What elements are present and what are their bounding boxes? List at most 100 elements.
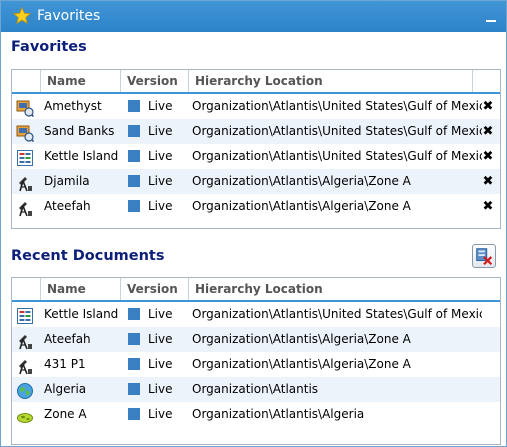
row-name[interactable]: Zone A (44, 407, 87, 421)
version-label: Live (148, 199, 173, 213)
table-row[interactable]: Zone A Live Organization\Atlantis\Algeria (12, 402, 500, 427)
icon-column-header[interactable] (12, 70, 40, 92)
recent-documents-heading: Recent Documents (11, 248, 165, 264)
row-hierarchy-location: Organization\Atlantis\United States\Gulf… (192, 307, 482, 321)
version-status-icon (128, 175, 140, 187)
table-row[interactable]: Ateefah Live Organization\Atlantis\Algeria… (12, 194, 500, 219)
table-row[interactable]: 431 P1 Live Organization\Atlantis\Algeria\… (12, 352, 500, 377)
row-hierarchy-location: Organization\Atlantis\Algeria\Zone A (192, 199, 411, 213)
clear-recent-button[interactable] (472, 244, 496, 268)
oil-rig-icon (16, 357, 34, 375)
row-icon-cell (16, 119, 38, 144)
row-name[interactable]: Sand Banks (44, 124, 115, 138)
row-icon-cell (16, 169, 38, 194)
table-row[interactable]: Kettle Island Live Organization\Atlantis\U… (12, 144, 500, 169)
version-status-icon (128, 333, 140, 345)
remove-column-header (472, 70, 500, 92)
remove-favorite-button[interactable]: ✖ (482, 99, 494, 114)
row-hierarchy-location: Organization\Atlantis (192, 382, 319, 396)
row-name[interactable]: 431 P1 (44, 357, 86, 371)
row-version: Live (126, 119, 196, 144)
remove-favorite-button[interactable]: ✖ (482, 174, 494, 189)
location-column-header[interactable]: Hierarchy Location (188, 278, 500, 300)
remove-favorite-button[interactable]: ✖ (482, 199, 494, 214)
row-name[interactable]: Amethyst (44, 99, 102, 113)
row-name[interactable]: Algeria (44, 382, 87, 396)
icon-column-header[interactable] (12, 278, 40, 300)
oil-rig-icon (16, 332, 34, 350)
window-titlebar: Favorites (1, 1, 506, 32)
name-column-header[interactable]: Name (40, 278, 120, 300)
row-icon-cell (16, 302, 38, 327)
table-row[interactable]: Sand Banks Live Organization\Atlantis\Unit… (12, 119, 500, 144)
star-icon (13, 7, 31, 25)
row-icon-cell (16, 194, 38, 219)
row-name[interactable]: Kettle Island (44, 149, 119, 163)
row-version: Live (126, 194, 196, 219)
version-label: Live (148, 99, 173, 113)
table-row[interactable]: Amethyst Live Organization\Atlantis\United… (12, 94, 500, 119)
table-row[interactable]: Djamila Live Organization\Atlantis\Algeria… (12, 169, 500, 194)
row-version: Live (126, 402, 196, 427)
row-hierarchy-location: Organization\Atlantis\United States\Gulf… (192, 99, 482, 113)
favorites-heading: Favorites (11, 39, 87, 55)
version-label: Live (148, 332, 173, 346)
version-column-header[interactable]: Version (120, 278, 188, 300)
row-version: Live (126, 94, 196, 119)
document-list-icon (16, 149, 34, 167)
window-title: Favorites (37, 8, 101, 24)
minimize-button[interactable] (484, 9, 498, 23)
row-icon-cell (16, 377, 38, 402)
row-name[interactable]: Ateefah (44, 332, 91, 346)
row-icon-cell (16, 402, 38, 427)
row-name[interactable]: Kettle Island (44, 307, 119, 321)
row-hierarchy-location: Organization\Atlantis\United States\Gulf… (192, 124, 482, 138)
recent-documents-table: Name Version Hierarchy Location Kettle I… (11, 277, 501, 445)
version-status-icon (128, 383, 140, 395)
row-name[interactable]: Djamila (44, 174, 90, 188)
version-label: Live (148, 307, 173, 321)
row-version: Live (126, 144, 196, 169)
row-hierarchy-location: Organization\Atlantis\Algeria\Zone A (192, 174, 411, 188)
row-version: Live (126, 352, 196, 377)
version-label: Live (148, 149, 173, 163)
version-label: Live (148, 357, 173, 371)
row-hierarchy-location: Organization\Atlantis\Algeria (192, 407, 365, 421)
remove-favorite-button[interactable]: ✖ (482, 124, 494, 139)
version-status-icon (128, 408, 140, 420)
favorites-table: Name Version Hierarchy Location Amethyst… (11, 69, 501, 229)
table-row[interactable]: Kettle Island Live Organization\Atlantis\U… (12, 302, 500, 327)
version-label: Live (148, 382, 173, 396)
version-status-icon (128, 200, 140, 212)
oil-rig-icon (16, 174, 34, 192)
row-version: Live (126, 302, 196, 327)
version-status-icon (128, 308, 140, 320)
version-label: Live (148, 407, 173, 421)
globe-icon (16, 382, 34, 400)
recent-table-body: Kettle Island Live Organization\Atlantis\U… (12, 302, 500, 427)
row-icon-cell (16, 94, 38, 119)
row-version: Live (126, 327, 196, 352)
favorites-table-body: Amethyst Live Organization\Atlantis\United… (12, 94, 500, 219)
version-status-icon (128, 358, 140, 370)
version-status-icon (128, 100, 140, 112)
document-list-icon (16, 307, 34, 325)
favorites-table-header: Name Version Hierarchy Location (12, 70, 500, 94)
version-label: Live (148, 174, 173, 188)
sample-box-icon (16, 99, 35, 118)
version-status-icon (128, 150, 140, 162)
oil-rig-icon (16, 199, 34, 217)
row-hierarchy-location: Organization\Atlantis\United States\Gulf… (192, 149, 482, 163)
remove-favorite-button[interactable]: ✖ (482, 149, 494, 164)
version-column-header[interactable]: Version (120, 70, 188, 92)
row-name[interactable]: Ateefah (44, 199, 91, 213)
row-hierarchy-location: Organization\Atlantis\Algeria\Zone A (192, 332, 411, 346)
location-column-header[interactable]: Hierarchy Location (188, 70, 472, 92)
zone-map-icon (16, 407, 34, 425)
row-icon-cell (16, 327, 38, 352)
row-version: Live (126, 169, 196, 194)
row-icon-cell (16, 352, 38, 377)
name-column-header[interactable]: Name (40, 70, 120, 92)
table-row[interactable]: Algeria Live Organization\Atlantis (12, 377, 500, 402)
table-row[interactable]: Ateefah Live Organization\Atlantis\Algeria… (12, 327, 500, 352)
